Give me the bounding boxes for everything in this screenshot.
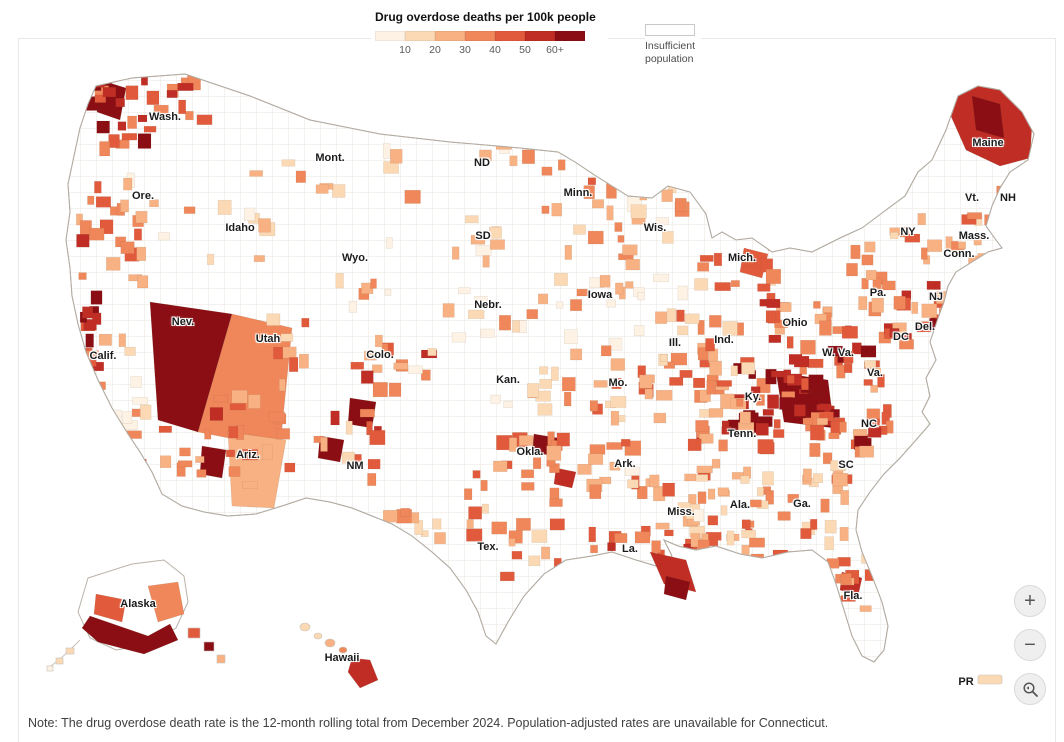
legend-tick-label: 40 (489, 44, 501, 56)
alaska-inset (46, 559, 226, 672)
zoom-in-button[interactable]: + (1014, 585, 1046, 617)
legend-swatch (375, 31, 405, 41)
legend-swatch (435, 31, 465, 41)
legend-swatch (525, 31, 555, 41)
legend-tick-label: 50 (519, 44, 531, 56)
insufficient-label-line1: Insufficient (645, 40, 696, 52)
puerto-rico-inset (977, 674, 1003, 685)
legend-title: Drug overdose deaths per 100k people (375, 10, 596, 24)
insufficient-label-line2: population (645, 53, 694, 66)
legend-swatch (405, 31, 435, 41)
legend-swatches (375, 31, 596, 41)
legend-insufficient: Insufficient population (645, 24, 702, 69)
legend-swatch (465, 31, 495, 41)
legend: Drug overdose deaths per 100k people 10 2… (371, 8, 608, 62)
zoom-reset-button[interactable] (1014, 673, 1046, 705)
legend-tick-label: 10 (399, 44, 411, 56)
hawaii-inset (299, 622, 379, 689)
legend-tick-labels: 10 20 30 40 50 60+ (375, 44, 585, 58)
map-zoom-controls: + − (1014, 585, 1046, 705)
louisiana-delta (649, 551, 697, 601)
legend-swatch (495, 31, 525, 41)
legend-swatch (555, 31, 585, 41)
legend-color-scale: 10 20 30 40 50 60+ (375, 31, 596, 58)
footnote: Note: The drug overdose death rate is th… (28, 716, 829, 730)
insufficient-swatch (645, 24, 695, 36)
zoom-out-button[interactable]: − (1014, 629, 1046, 661)
zoom-reset-icon (1022, 681, 1038, 697)
legend-tick-label: 20 (429, 44, 441, 56)
legend-tick-label: 60+ (546, 44, 564, 56)
insufficient-label: Insufficient population (645, 40, 695, 66)
legend-tick-label: 30 (459, 44, 471, 56)
